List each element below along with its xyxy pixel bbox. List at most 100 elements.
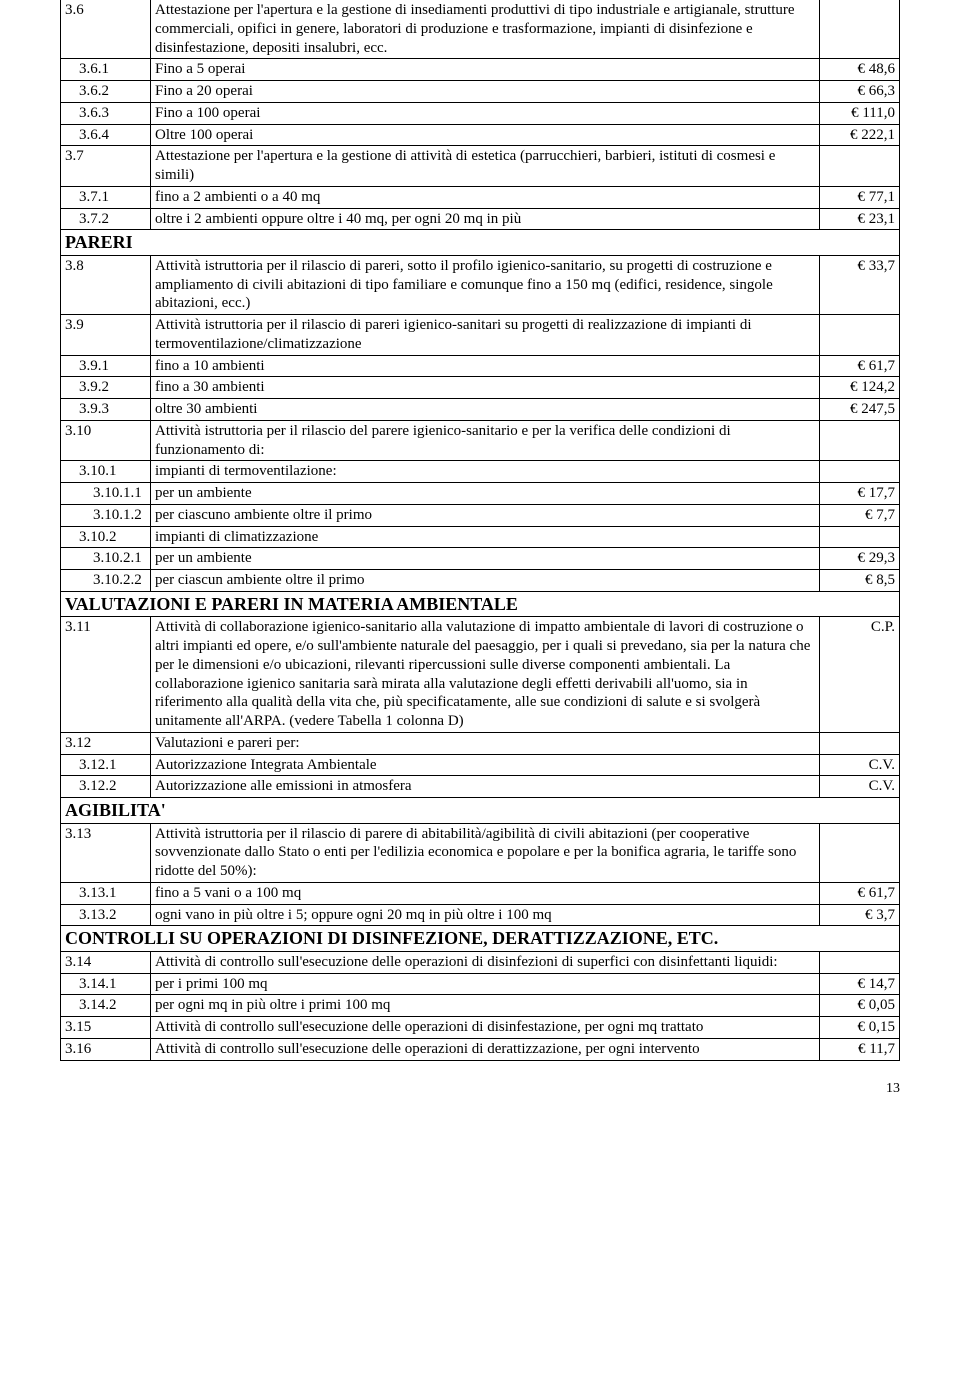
row-code: 3.9: [61, 315, 151, 356]
row-description: per un ambiente: [151, 483, 820, 505]
row-description: Attestazione per l'apertura e la gestion…: [151, 146, 820, 187]
row-description: Attestazione per l'apertura e la gestion…: [151, 0, 820, 59]
row-description: impianti di climatizzazione: [151, 526, 820, 548]
row-description: Attività di controllo sull'esecuzione de…: [151, 951, 820, 973]
row-code: 3.10.2.1: [61, 548, 151, 570]
row-code: 3.10.2.2: [61, 570, 151, 592]
row-value: € 14,7: [820, 973, 900, 995]
row-description: Fino a 100 operai: [151, 102, 820, 124]
row-value: € 61,7: [820, 355, 900, 377]
row-value: C.V.: [820, 754, 900, 776]
row-description: per i primi 100 mq: [151, 973, 820, 995]
row-code: 3.10.1: [61, 461, 151, 483]
row-description: fino a 2 ambienti o a 40 mq: [151, 186, 820, 208]
row-value: € 11,7: [820, 1038, 900, 1060]
section-header: AGIBILITA': [61, 798, 900, 824]
row-value: [820, 315, 900, 356]
row-description: Fino a 5 operai: [151, 59, 820, 81]
row-description: Attività di collaborazione igienico-sani…: [151, 617, 820, 733]
row-description: ogni vano in più oltre i 5; oppure ogni …: [151, 904, 820, 926]
row-code: 3.10.2: [61, 526, 151, 548]
row-value: € 0,15: [820, 1017, 900, 1039]
row-code: 3.6.4: [61, 124, 151, 146]
row-value: [820, 420, 900, 461]
row-description: Autorizzazione Integrata Ambientale: [151, 754, 820, 776]
row-description: oltre 30 ambienti: [151, 399, 820, 421]
row-description: Autorizzazione alle emissioni in atmosfe…: [151, 776, 820, 798]
row-value: [820, 461, 900, 483]
row-description: per ciascun ambiente oltre il primo: [151, 570, 820, 592]
row-value: € 23,1: [820, 208, 900, 230]
row-value: € 29,3: [820, 548, 900, 570]
tariff-table: 3.6Attestazione per l'apertura e la gest…: [60, 0, 900, 1061]
row-description: fino a 10 ambienti: [151, 355, 820, 377]
row-description: fino a 5 vani o a 100 mq: [151, 882, 820, 904]
row-code: 3.9.2: [61, 377, 151, 399]
row-code: 3.6.1: [61, 59, 151, 81]
row-code: 3.9.1: [61, 355, 151, 377]
row-code: 3.14: [61, 951, 151, 973]
row-code: 3.12: [61, 732, 151, 754]
row-code: 3.6.3: [61, 102, 151, 124]
row-value: [820, 951, 900, 973]
row-value: € 61,7: [820, 882, 900, 904]
row-description: Valutazioni e pareri per:: [151, 732, 820, 754]
section-header: VALUTAZIONI E PARERI IN MATERIA AMBIENTA…: [61, 591, 900, 617]
row-code: 3.13.1: [61, 882, 151, 904]
row-code: 3.11: [61, 617, 151, 733]
row-code: 3.8: [61, 255, 151, 314]
row-code: 3.10.1.2: [61, 504, 151, 526]
row-code: 3.15: [61, 1017, 151, 1039]
row-value: € 111,0: [820, 102, 900, 124]
row-description: per un ambiente: [151, 548, 820, 570]
row-code: 3.14.1: [61, 973, 151, 995]
row-value: € 124,2: [820, 377, 900, 399]
row-value: € 3,7: [820, 904, 900, 926]
row-value: C.V.: [820, 776, 900, 798]
row-code: 3.13: [61, 823, 151, 882]
row-description: Attività di controllo sull'esecuzione de…: [151, 1017, 820, 1039]
row-code: 3.12.1: [61, 754, 151, 776]
row-value: [820, 526, 900, 548]
row-description: Attività istruttoria per il rilascio del…: [151, 420, 820, 461]
row-description: impianti di termoventilazione:: [151, 461, 820, 483]
row-code: 3.10.1.1: [61, 483, 151, 505]
row-code: 3.7: [61, 146, 151, 187]
page-number: 13: [60, 1081, 900, 1097]
row-description: per ogni mq in più oltre i primi 100 mq: [151, 995, 820, 1017]
row-description: Attività istruttoria per il rilascio di …: [151, 823, 820, 882]
row-description: per ciascuno ambiente oltre il primo: [151, 504, 820, 526]
row-value: € 66,3: [820, 81, 900, 103]
row-value: [820, 823, 900, 882]
row-value: C.P.: [820, 617, 900, 733]
row-value: € 8,5: [820, 570, 900, 592]
row-value: € 33,7: [820, 255, 900, 314]
row-code: 3.9.3: [61, 399, 151, 421]
row-code: 3.7.1: [61, 186, 151, 208]
row-value: € 247,5: [820, 399, 900, 421]
row-code: 3.14.2: [61, 995, 151, 1017]
row-description: oltre i 2 ambienti oppure oltre i 40 mq,…: [151, 208, 820, 230]
row-code: 3.10: [61, 420, 151, 461]
row-code: 3.16: [61, 1038, 151, 1060]
row-code: 3.12.2: [61, 776, 151, 798]
row-description: fino a 30 ambienti: [151, 377, 820, 399]
section-header: PARERI: [61, 230, 900, 256]
row-code: 3.13.2: [61, 904, 151, 926]
row-description: Attività istruttoria per il rilascio di …: [151, 315, 820, 356]
row-value: € 17,7: [820, 483, 900, 505]
row-value: € 77,1: [820, 186, 900, 208]
row-value: € 0,05: [820, 995, 900, 1017]
row-code: 3.6: [61, 0, 151, 59]
row-value: € 7,7: [820, 504, 900, 526]
row-code: 3.6.2: [61, 81, 151, 103]
row-description: Oltre 100 operai: [151, 124, 820, 146]
row-value: [820, 146, 900, 187]
row-description: Attività istruttoria per il rilascio di …: [151, 255, 820, 314]
row-value: € 222,1: [820, 124, 900, 146]
row-code: 3.7.2: [61, 208, 151, 230]
row-value: [820, 732, 900, 754]
section-header: CONTROLLI SU OPERAZIONI DI DISINFEZIONE,…: [61, 926, 900, 952]
row-value: [820, 0, 900, 59]
row-description: Fino a 20 operai: [151, 81, 820, 103]
